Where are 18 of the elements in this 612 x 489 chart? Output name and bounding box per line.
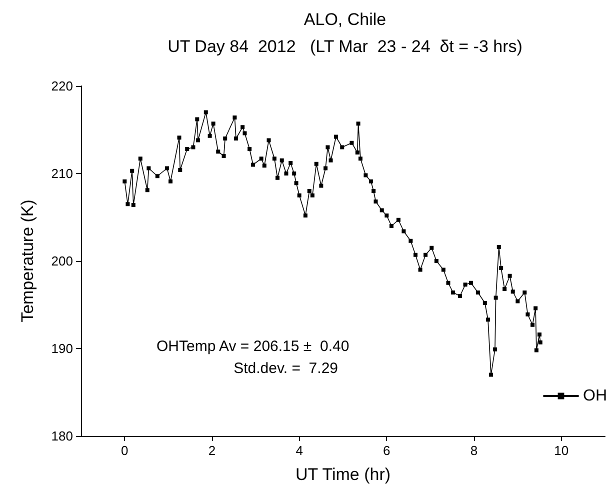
x-tick-label: 0 xyxy=(121,443,128,458)
x-tick-label: 8 xyxy=(470,443,478,458)
y-axis-title: Temperature (K) xyxy=(18,200,37,322)
y-tick-label: 190 xyxy=(51,341,73,356)
chart-subtitle: UT Day 84 2012 (LT Mar 23 - 24 δt = -3 hrs) xyxy=(168,37,522,56)
x-tick-label: 6 xyxy=(383,443,390,458)
x-tick-label: 4 xyxy=(296,443,303,458)
y-tick-label: 220 xyxy=(51,78,73,94)
annotation: OHTemp Av = 206.15 ± 0.40 xyxy=(156,338,350,355)
x-axis-title: UT Time (hr) xyxy=(295,465,391,484)
y-tick-label: 180 xyxy=(51,428,73,444)
y-tick-label: 200 xyxy=(51,254,73,268)
legend-label: OH xyxy=(583,388,607,404)
chart-title: ALO, Chile xyxy=(304,10,386,29)
y-tick-label: 210 xyxy=(51,166,73,181)
annotation: Std.dev. = 7.29 xyxy=(234,360,338,377)
x-tick-label: 10 xyxy=(554,443,569,458)
x-tick-label: 2 xyxy=(208,443,216,458)
